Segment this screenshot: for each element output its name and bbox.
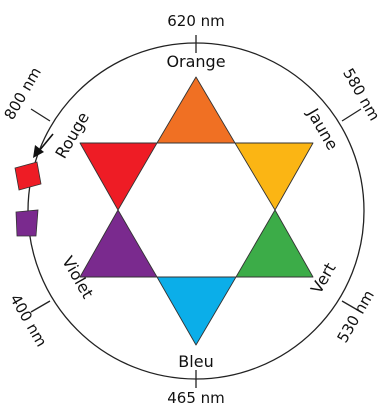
triangle-jaune <box>234 142 314 211</box>
triangle-rouge <box>79 142 158 211</box>
triangle-violet <box>79 209 158 278</box>
red-swatch <box>14 161 42 191</box>
color-star <box>79 76 314 346</box>
tick-upper-left <box>30 108 51 122</box>
color-label-vert: Vert <box>307 259 340 297</box>
arrow-line <box>38 133 54 152</box>
triangle-bleu <box>156 276 237 346</box>
color-label-bleu: Bleu <box>178 352 213 371</box>
wavelength-label-upper-right: 580 nm <box>339 65 379 124</box>
tick-lower-right <box>341 300 362 313</box>
wavelength-label-lower-left: 400 nm <box>6 291 50 350</box>
circle-ticks <box>30 35 362 388</box>
wavelength-label-lower-right: 530 nm <box>333 287 377 346</box>
arrow-head-icon <box>33 145 44 158</box>
tick-lower-left <box>30 300 51 313</box>
triangle-vert <box>235 209 314 278</box>
color-label-orange: Orange <box>166 52 225 71</box>
wavelength-label-bottom: 465 nm <box>167 389 225 407</box>
tick-upper-right <box>341 108 362 122</box>
spectrum-ends <box>14 133 54 237</box>
violet-swatch <box>15 209 39 237</box>
triangle-orange <box>156 76 236 144</box>
wavelength-label-top: 620 nm <box>167 12 225 30</box>
